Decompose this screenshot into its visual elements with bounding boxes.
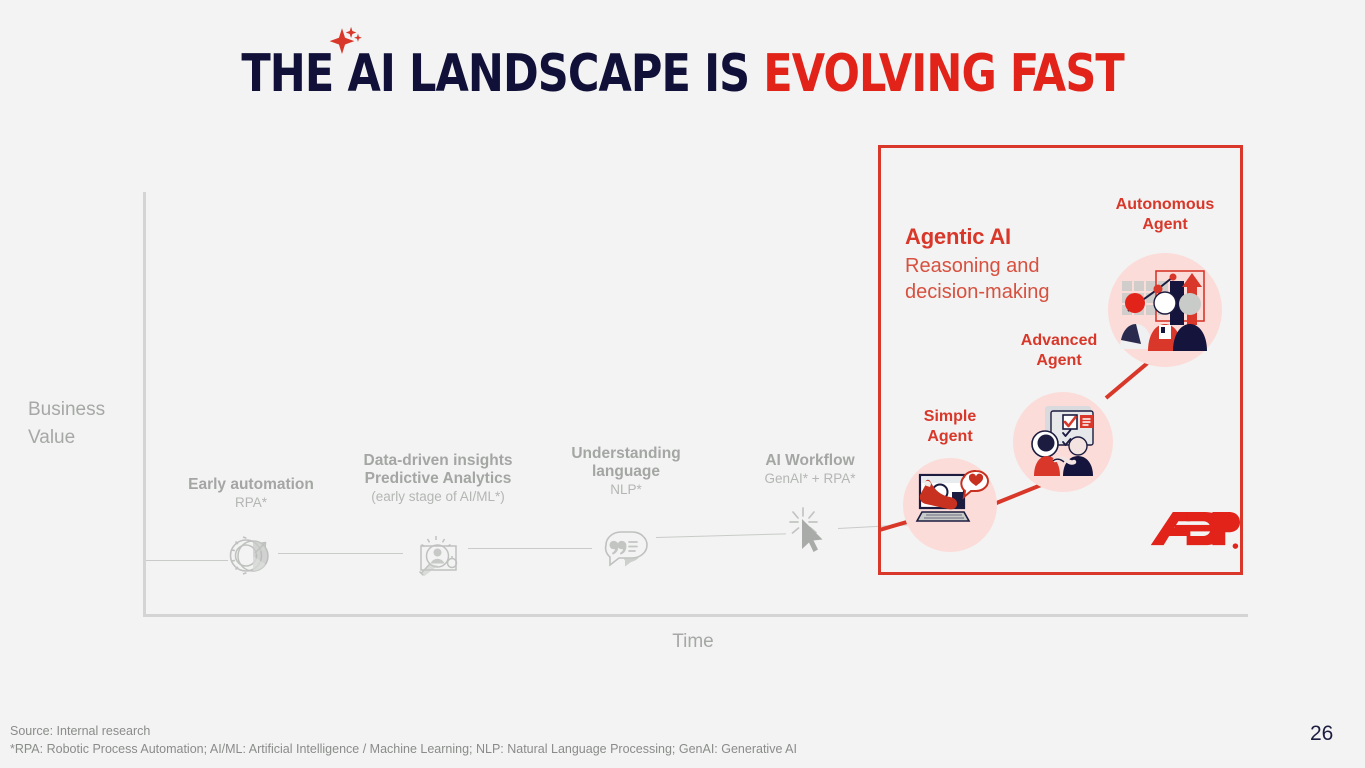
connector-stage3-to-stage4 bbox=[655, 533, 786, 538]
gear-pie-chart-icon bbox=[229, 536, 269, 575]
simple-agent-label-line1: Simple bbox=[923, 408, 977, 425]
agentic-ai-subheading-line1: Reasoning and bbox=[905, 255, 1040, 278]
advanced-agent-label-line2: Agent bbox=[1036, 351, 1082, 369]
stage-subtitle: NLP* bbox=[610, 482, 642, 498]
stage-title-line2: Predictive Analytics bbox=[364, 470, 512, 488]
x-axis-line bbox=[143, 614, 1248, 617]
footer-abbreviations: *RPA: Robotic Process Automation; AI/ML:… bbox=[10, 742, 797, 757]
adp-logo bbox=[1150, 512, 1240, 549]
stage-data-driven-insights: Data-driven insights Predictive Analytic… bbox=[338, 452, 538, 505]
footer-source: Source: Internal research bbox=[10, 724, 151, 738]
connector-axis-to-stage1 bbox=[146, 560, 228, 561]
autonomous-agent-growth-chart-icon bbox=[1120, 270, 1207, 351]
connector-stage1-to-stage2 bbox=[278, 553, 403, 554]
stage-subtitle: (early stage of AI/ML*) bbox=[371, 489, 505, 505]
simple-agent-computer-heart-icon bbox=[915, 470, 990, 522]
advanced-agent-handshake-checklist-icon bbox=[1031, 406, 1094, 476]
agentic-ai-panel bbox=[878, 145, 1243, 575]
cursor-click-icon bbox=[789, 507, 823, 552]
y-axis-label-line1: Business bbox=[28, 399, 106, 420]
advanced-agent-label: Advanced Agent bbox=[1000, 331, 1118, 370]
stage-understanding-language: Understanding language NLP* bbox=[545, 445, 707, 498]
y-axis-label-line2: Value bbox=[28, 426, 76, 448]
stage-subtitle: RPA* bbox=[234, 495, 267, 511]
title-part-red: EVOLVING FAST bbox=[763, 44, 1124, 104]
stage-subtitle: GenAI* + RPA* bbox=[764, 471, 856, 487]
stage-title: Early automation bbox=[188, 476, 314, 493]
autonomous-agent-label-line2: Agent bbox=[1142, 215, 1188, 233]
y-axis-line bbox=[143, 192, 146, 616]
title-part-dark: THE AI LANDSCAPE IS bbox=[241, 44, 764, 104]
agentic-ai-heading-block: Agentic AI Reasoning and decision-making bbox=[905, 224, 1135, 305]
connector-stage2-to-stage3 bbox=[468, 548, 592, 549]
stage-title: AI Workflow bbox=[765, 452, 855, 469]
simple-agent-label: Simple Agent bbox=[903, 407, 997, 446]
title-wrapper: THE AI LANDSCAPE IS EVOLVING FAST bbox=[241, 48, 1124, 100]
slide-title: THE AI LANDSCAPE IS EVOLVING FAST bbox=[0, 48, 1365, 100]
stage-title-line1: Data-driven insights bbox=[363, 452, 513, 469]
agentic-ai-heading: Agentic AI bbox=[905, 224, 1011, 249]
magnifying-glass-data-icon bbox=[418, 536, 458, 577]
advanced-agent-label-line1: Advanced bbox=[1020, 332, 1098, 349]
autonomous-agent-label: Autonomous Agent bbox=[1100, 195, 1230, 234]
x-axis-label: Time bbox=[672, 631, 714, 652]
stage-early-automation: Early automation RPA* bbox=[160, 476, 342, 511]
stage-title-line1: Understanding bbox=[571, 445, 681, 462]
page-number: 26 bbox=[1310, 722, 1334, 745]
stage-title-line2: language bbox=[591, 463, 661, 481]
footer-notes: Source: Internal research *RPA: Robotic … bbox=[10, 722, 797, 758]
simple-agent-label-line2: Agent bbox=[927, 427, 973, 445]
y-axis-label: Business Value bbox=[28, 396, 138, 451]
autonomous-agent-label-line1: Autonomous bbox=[1115, 196, 1215, 213]
speech-bubble-icon bbox=[604, 531, 648, 567]
agentic-ai-subheading-line2: decision-making bbox=[905, 281, 1050, 304]
stage-ai-workflow: AI Workflow GenAI* + RPA* bbox=[735, 452, 885, 487]
